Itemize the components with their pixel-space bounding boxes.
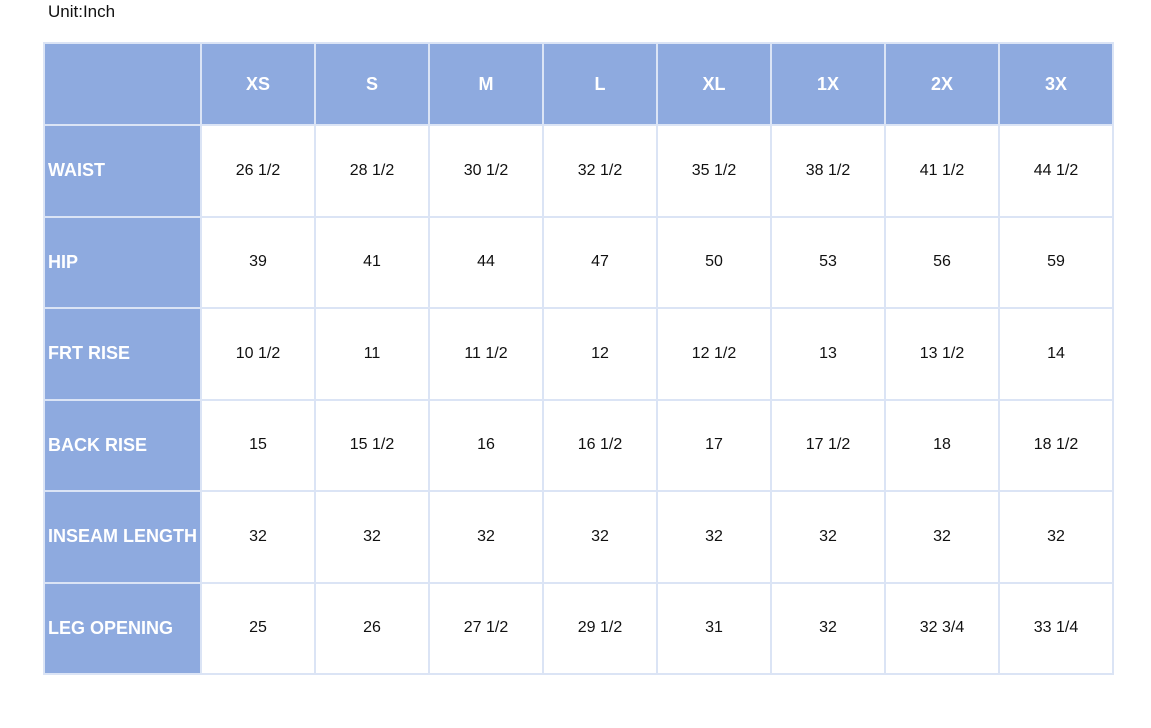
column-header: 3X — [998, 42, 1114, 126]
column-header: L — [542, 42, 658, 126]
cell: 13 — [770, 307, 886, 401]
row-label: HIP — [43, 215, 202, 309]
cell: 11 1/2 — [428, 307, 544, 401]
cell: 32 — [770, 490, 886, 584]
cell: 27 1/2 — [428, 581, 544, 675]
cell: 32 — [656, 490, 772, 584]
cell: 47 — [542, 215, 658, 309]
table-row: BACK RISE 15 15 1/2 16 16 1/2 17 17 1/2 18 18 1/… — [43, 398, 1114, 492]
cell: 32 — [542, 490, 658, 584]
cell: 39 — [200, 215, 316, 309]
cell: 35 1/2 — [656, 124, 772, 218]
cell: 26 — [314, 581, 430, 675]
column-header: 2X — [884, 42, 1000, 126]
table-row: WAIST 26 1/2 28 1/2 30 1/2 32 1/2 35 1/2 38 1/… — [43, 124, 1114, 218]
cell: 18 — [884, 398, 1000, 492]
cell: 32 — [200, 490, 316, 584]
cell: 31 — [656, 581, 772, 675]
cell: 25 — [200, 581, 316, 675]
row-label: WAIST — [43, 124, 202, 218]
cell: 53 — [770, 215, 886, 309]
cell: 44 — [428, 215, 544, 309]
column-header: XS — [200, 42, 316, 126]
cell: 15 1/2 — [314, 398, 430, 492]
table-body: WAIST 26 1/2 28 1/2 30 1/2 32 1/2 35 1/2 38 1/… — [43, 124, 1114, 675]
column-header: XL — [656, 42, 772, 126]
cell: 17 — [656, 398, 772, 492]
cell: 17 1/2 — [770, 398, 886, 492]
cell: 30 1/2 — [428, 124, 544, 218]
cell: 50 — [656, 215, 772, 309]
size-table: XS S M L XL 1X 2X 3X WAIST 26 1/2 28 1/2 30 1/2 32 … — [43, 42, 1114, 675]
row-label: LEG OPENING — [43, 581, 202, 675]
cell: 32 — [770, 581, 886, 675]
cell: 33 1/4 — [998, 581, 1114, 675]
cell: 32 3/4 — [884, 581, 1000, 675]
cell: 26 1/2 — [200, 124, 316, 218]
cell: 32 — [884, 490, 1000, 584]
header-row: XS S M L XL 1X 2X 3X — [43, 42, 1114, 126]
cell: 12 — [542, 307, 658, 401]
cell: 15 — [200, 398, 316, 492]
table-row: LEG OPENING 25 26 27 1/2 29 1/2 31 32 32 3/4 33 … — [43, 581, 1114, 675]
column-header: M — [428, 42, 544, 126]
cell: 18 1/2 — [998, 398, 1114, 492]
column-header: S — [314, 42, 430, 126]
row-label: BACK RISE — [43, 398, 202, 492]
cell: 32 — [428, 490, 544, 584]
cell: 12 1/2 — [656, 307, 772, 401]
table-row: INSEAM LENGTH 32 32 32 32 32 32 32 32 — [43, 490, 1114, 584]
cell: 32 — [314, 490, 430, 584]
unit-label: Unit:Inch — [48, 2, 116, 21]
cell: 41 — [314, 215, 430, 309]
cell: 38 1/2 — [770, 124, 886, 218]
cell: 29 1/2 — [542, 581, 658, 675]
cell: 56 — [884, 215, 1000, 309]
corner-cell — [43, 42, 202, 126]
cell: 59 — [998, 215, 1114, 309]
cell: 41 1/2 — [884, 124, 1000, 218]
row-label: INSEAM LENGTH — [43, 490, 202, 584]
column-header: 1X — [770, 42, 886, 126]
cell: 16 1/2 — [542, 398, 658, 492]
row-label: FRT RISE — [43, 307, 202, 401]
cell: 11 — [314, 307, 430, 401]
cell: 16 — [428, 398, 544, 492]
cell: 13 1/2 — [884, 307, 1000, 401]
cell: 28 1/2 — [314, 124, 430, 218]
cell: 32 1/2 — [542, 124, 658, 218]
cell: 14 — [998, 307, 1114, 401]
cell: 44 1/2 — [998, 124, 1114, 218]
cell: 10 1/2 — [200, 307, 316, 401]
table-row: HIP 39 41 44 47 50 53 56 59 — [43, 215, 1114, 309]
table-row: FRT RISE 10 1/2 11 11 1/2 12 12 1/2 13 13 1/2 14 — [43, 307, 1114, 401]
cell: 32 — [998, 490, 1114, 584]
